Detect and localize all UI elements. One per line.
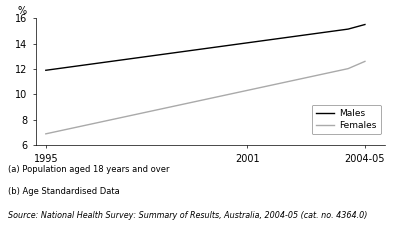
Females: [211, 96, 216, 99]
Text: (a) Population aged 18 years and over: (a) Population aged 18 years and over: [8, 165, 170, 174]
Males: [346, 28, 351, 30]
Males: [111, 60, 116, 62]
Females: [111, 118, 116, 121]
Females: [279, 82, 283, 84]
Females: [312, 74, 317, 77]
Line: Females: Females: [46, 61, 365, 134]
Males: [245, 42, 250, 44]
Y-axis label: %: %: [17, 6, 26, 16]
Females: [144, 111, 149, 114]
Males: [279, 37, 283, 39]
Males: [144, 55, 149, 58]
Legend: Males, Females: Males, Females: [312, 105, 381, 134]
Females: [43, 133, 48, 135]
Females: [362, 60, 367, 63]
Males: [43, 69, 48, 72]
Females: [178, 104, 183, 106]
Males: [362, 23, 367, 26]
Females: [245, 89, 250, 92]
Text: Source: National Health Survey: Summary of Results, Australia, 2004-05 (cat. no.: Source: National Health Survey: Summary …: [8, 211, 367, 220]
Females: [346, 67, 351, 70]
Males: [77, 64, 82, 67]
Females: [77, 125, 82, 128]
Males: [312, 32, 317, 35]
Line: Males: Males: [46, 25, 365, 70]
Males: [178, 51, 183, 53]
Text: (b) Age Standardised Data: (b) Age Standardised Data: [8, 187, 119, 196]
Males: [211, 46, 216, 49]
